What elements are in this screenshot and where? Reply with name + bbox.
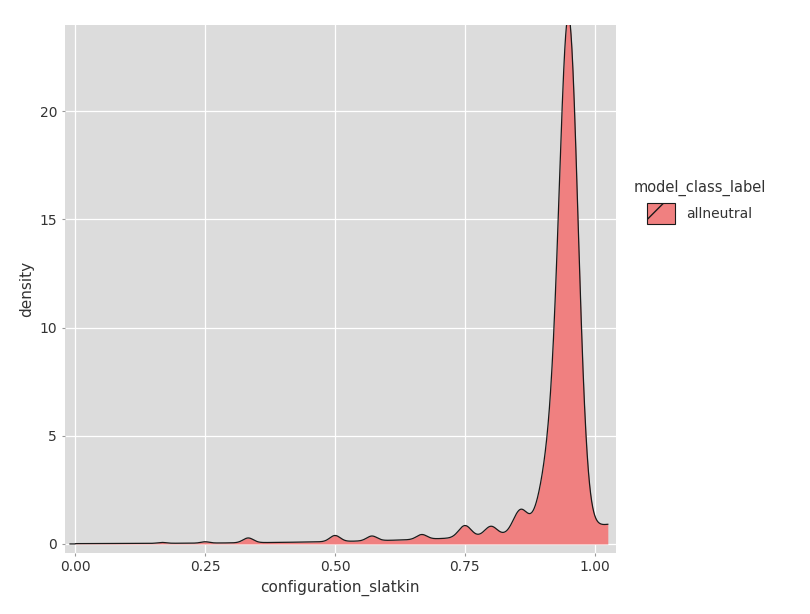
Legend: allneutral: allneutral bbox=[633, 179, 766, 224]
Y-axis label: density: density bbox=[19, 260, 34, 317]
X-axis label: configuration_slatkin: configuration_slatkin bbox=[261, 580, 420, 596]
